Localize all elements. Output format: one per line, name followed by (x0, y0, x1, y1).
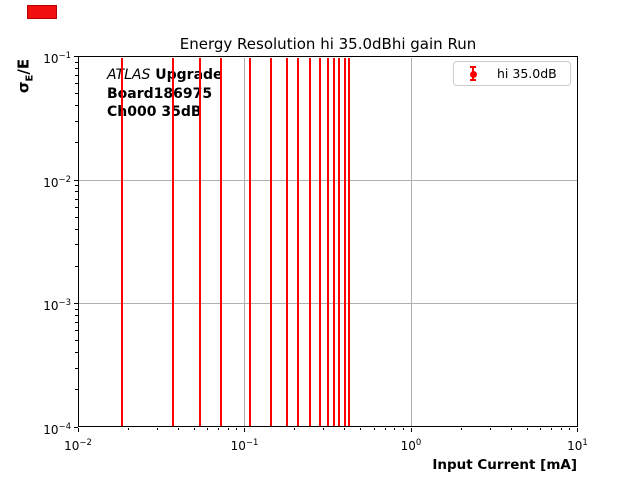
y-tick-label: 10−1 (43, 51, 71, 66)
x-minor-tick (236, 427, 238, 430)
y-minor-tick (75, 83, 78, 85)
annotation-channel-text: Ch000 35dB (107, 104, 202, 120)
x-axis-label: Input Current [mA] (432, 457, 577, 473)
y-major-tick (73, 426, 78, 428)
errorbar-line (297, 58, 300, 426)
annotation-atlas-text: ATLAS (107, 67, 151, 83)
annotation-line-1: ATLAS Upgrade (107, 66, 223, 85)
x-minor-tick (344, 427, 346, 430)
errorbar-line (343, 58, 346, 426)
errorbar-line (286, 58, 288, 426)
x-minor-tick (218, 427, 220, 430)
x-minor-tick (127, 427, 129, 430)
x-minor-tick (207, 427, 209, 430)
x-major-tick (244, 427, 245, 432)
x-major-tick (577, 427, 578, 432)
errorbar-line (332, 58, 335, 426)
x-minor-tick (384, 427, 386, 430)
y-minor-tick (75, 340, 78, 342)
x-minor-tick (526, 427, 528, 430)
x-tick-label: 10−1 (230, 438, 259, 453)
errorbar-line (249, 58, 252, 426)
y-major-tick (73, 303, 78, 304)
y-minor-tick (75, 352, 78, 354)
x-minor-tick (460, 427, 462, 430)
errorbar-line (338, 58, 341, 426)
y-axis-label-sigma: σ (14, 81, 33, 94)
x-minor-tick (177, 427, 179, 430)
legend-label: hi 35.0dB (497, 66, 557, 81)
x-minor-tick (560, 427, 562, 430)
y-tick-label: 10−4 (43, 421, 71, 437)
chart-title: Energy Resolution hi 35.0dBhi gain Run (179, 35, 477, 53)
y-minor-tick (75, 314, 78, 316)
y-major-tick (73, 179, 78, 181)
y-minor-tick (75, 142, 78, 144)
errorbar-line (326, 58, 329, 426)
x-minor-tick (569, 427, 571, 430)
plot-area (78, 56, 578, 427)
y-minor-tick (75, 322, 78, 324)
y-minor-tick (75, 206, 78, 208)
y-minor-tick (75, 389, 78, 391)
x-minor-tick (193, 427, 195, 430)
x-minor-tick (540, 427, 542, 430)
errorbar-line (269, 58, 272, 426)
errorbar-line (121, 58, 124, 426)
x-tick-label: 100 (400, 438, 422, 453)
x-major-tick (77, 427, 79, 432)
x-tick-label: 101 (567, 438, 588, 453)
y-minor-tick (75, 265, 78, 267)
x-gridline (410, 57, 412, 426)
y-minor-tick (75, 93, 78, 95)
y-minor-tick (75, 198, 78, 200)
errorbar-line (318, 58, 321, 426)
y-axis-label-subscript: E (24, 74, 36, 82)
x-major-tick (410, 427, 412, 432)
y-minor-tick (75, 185, 78, 187)
y-minor-tick (75, 67, 78, 69)
y-minor-tick (75, 330, 78, 332)
red-marker-box (27, 5, 57, 19)
x-minor-tick (323, 427, 325, 430)
y-minor-tick (75, 308, 78, 310)
x-minor-tick (156, 427, 158, 430)
y-tick-label: 10−2 (43, 174, 71, 190)
errorbar-line (308, 58, 311, 426)
errorbar-line (198, 58, 201, 426)
x-gridline (244, 57, 245, 426)
y-minor-tick (75, 120, 78, 122)
x-minor-tick (551, 427, 553, 430)
y-minor-tick (75, 244, 78, 246)
x-minor-tick (227, 427, 229, 430)
y-minor-tick (75, 228, 78, 230)
x-minor-tick (294, 427, 296, 430)
x-minor-tick (510, 427, 512, 430)
y-minor-tick (75, 216, 78, 218)
y-minor-tick (75, 105, 78, 107)
x-tick-label: 10−2 (64, 438, 92, 453)
x-minor-tick (360, 427, 362, 430)
y-major-tick (73, 56, 78, 57)
annotation-upgrade-text: Upgrade (150, 67, 223, 83)
x-minor-tick (489, 427, 491, 430)
y-minor-tick (75, 367, 78, 369)
y-tick-label: 10−3 (43, 298, 71, 313)
y-minor-tick (75, 191, 78, 193)
x-minor-tick (373, 427, 375, 430)
legend: hi 35.0dB (453, 61, 571, 86)
atlas-annotation: ATLAS Upgrade Board186975 Ch000 35dB (107, 66, 223, 122)
errorbar-line (219, 58, 222, 426)
annotation-board-text: Board186975 (107, 85, 213, 102)
y-minor-tick (75, 61, 78, 63)
x-minor-tick (402, 427, 404, 430)
x-minor-tick (394, 427, 396, 430)
y-minor-tick (75, 75, 78, 77)
errorbar-line (171, 58, 174, 426)
errorbar-line (348, 58, 351, 426)
